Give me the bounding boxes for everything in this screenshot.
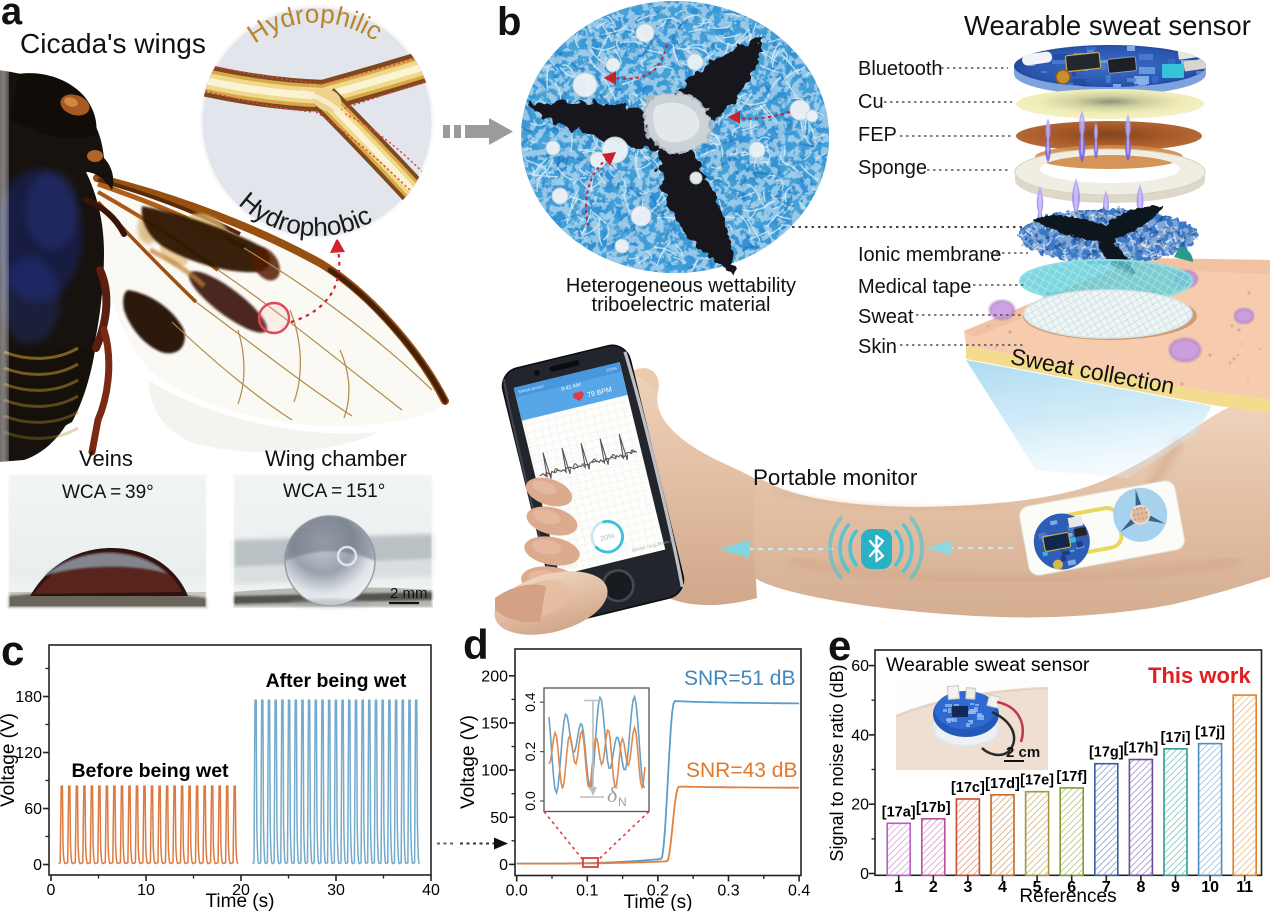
svg-text:10: 10 (1201, 879, 1219, 896)
svg-text:9: 9 (1171, 879, 1180, 896)
svg-text:[17h]: [17h] (1124, 741, 1159, 757)
svg-text:10: 10 (137, 882, 155, 899)
svg-text:Voltage (V): Voltage (V) (458, 715, 479, 809)
svg-text:0.4: 0.4 (522, 692, 538, 712)
svg-text:Time (s): Time (s) (206, 891, 275, 911)
svg-text:0: 0 (47, 882, 56, 899)
svg-text:0.2: 0.2 (647, 883, 669, 900)
svg-text:3: 3 (963, 879, 972, 896)
svg-text:50: 50 (490, 810, 508, 827)
svg-text:4: 4 (998, 879, 1007, 896)
svg-text:[17d]: [17d] (985, 776, 1020, 792)
svg-text:References: References (1019, 886, 1116, 907)
svg-text:0.0: 0.0 (522, 791, 538, 811)
svg-text:Wearable sweat sensor: Wearable sweat sensor (886, 654, 1090, 676)
svg-text:After being wet: After being wet (266, 670, 407, 692)
svg-text:40: 40 (422, 882, 440, 899)
svg-text:Sweat sensor: Sweat sensor (517, 383, 544, 394)
svg-text:Before being wet: Before being wet (71, 760, 229, 782)
svg-text:7: 7 (1102, 879, 1111, 896)
svg-text:150: 150 (481, 716, 508, 733)
svg-text:30: 30 (327, 882, 345, 899)
svg-text:11: 11 (1236, 879, 1253, 896)
svg-text:20%: 20% (600, 532, 616, 543)
svg-text:200: 200 (481, 668, 508, 685)
svg-text:0: 0 (33, 857, 42, 874)
svg-text:120: 120 (15, 745, 42, 762)
svg-text:0.0: 0.0 (506, 883, 528, 900)
svg-text:60: 60 (24, 801, 42, 818)
svg-text:0: 0 (860, 866, 869, 883)
svg-text:[17b]: [17b] (916, 800, 951, 816)
svg-text:6: 6 (1067, 879, 1076, 896)
svg-text:Time (s): Time (s) (624, 892, 693, 911)
svg-text:0.2: 0.2 (522, 742, 538, 762)
svg-text:100: 100 (481, 763, 508, 780)
svg-text:8: 8 (1136, 879, 1145, 896)
svg-text:[17i]: [17i] (1161, 730, 1191, 746)
svg-text:40: 40 (851, 727, 869, 744)
svg-text:20: 20 (232, 882, 250, 899)
svg-text:N: N (618, 795, 627, 809)
svg-text:δ: δ (607, 782, 618, 807)
svg-text:SNR=43 dB: SNR=43 dB (686, 759, 797, 782)
svg-text:Signal to noise ratio (dB): Signal to noise ratio (dB) (827, 664, 847, 861)
svg-text:100%: 100% (605, 365, 617, 373)
svg-text:60: 60 (851, 658, 869, 675)
svg-text:[17f]: [17f] (1056, 769, 1087, 785)
svg-text:[17a]: [17a] (882, 804, 916, 820)
svg-text:1: 1 (894, 879, 903, 896)
svg-text:SNR=51 dB: SNR=51 dB (684, 667, 795, 690)
svg-text:[17g]: [17g] (1089, 745, 1124, 761)
svg-text:4:8: 4:8 (561, 563, 570, 571)
svg-text:[17e]: [17e] (1020, 773, 1054, 789)
svg-text:0.1: 0.1 (576, 883, 598, 900)
svg-text:2: 2 (929, 879, 938, 896)
svg-text:0: 0 (499, 857, 508, 874)
svg-text:[17j]: [17j] (1195, 725, 1225, 741)
svg-text:20: 20 (851, 797, 869, 814)
svg-text:0.4: 0.4 (788, 883, 810, 900)
svg-text:Voltage (V): Voltage (V) (0, 713, 19, 807)
svg-text:2 cm: 2 cm (1006, 744, 1040, 761)
svg-text:This work: This work (1148, 663, 1251, 688)
svg-text:9:41 AM: 9:41 AM (561, 382, 582, 393)
svg-text:180: 180 (15, 689, 42, 706)
svg-text:0.3: 0.3 (717, 883, 739, 900)
svg-text:[17c]: [17c] (951, 780, 985, 796)
svg-text:5: 5 (1033, 879, 1042, 896)
